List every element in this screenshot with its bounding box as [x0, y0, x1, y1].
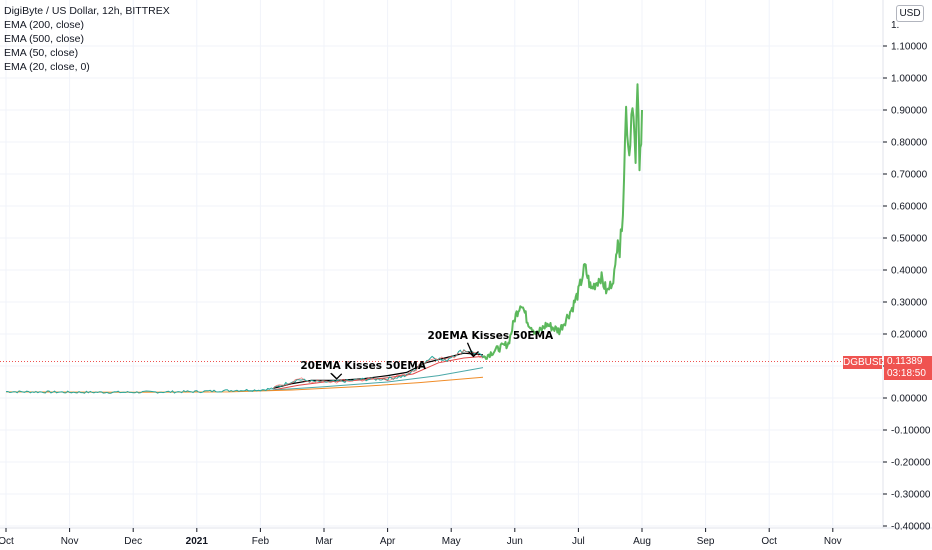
time-axis[interactable]: Oct Nov Dec 2021 Feb Mar Apr May Jun Jul Aug Sep Oct… — [0, 528, 842, 547]
candle-countdown: 03:18:50 — [887, 367, 926, 379]
price-tick-label: 1.10000 — [891, 42, 928, 53]
time-tick-label: Sep — [697, 536, 715, 547]
price-tick-label: 0.20000 — [891, 330, 928, 341]
price-tick-label: 0.00000 — [891, 394, 928, 405]
grid-lines — [0, 0, 883, 528]
time-tick-label: Apr — [380, 536, 396, 547]
price-tick-label: 1.00000 — [891, 74, 928, 85]
historical-price-down-line — [272, 349, 484, 390]
price-tick-label: 0.80000 — [891, 138, 928, 149]
price-tick-label: -0.40000 — [891, 522, 931, 533]
ema-500-line — [5, 376, 484, 393]
projected-price-series — [482, 83, 643, 360]
price-axis[interactable]: 1.10000 1.00000 0.90000 0.80000 0.70000 0.600… — [883, 20, 931, 533]
price-tick-label: -0.10000 — [891, 426, 931, 437]
ema-lines — [5, 352, 484, 393]
indicator-ema-500[interactable]: EMA (500, close) — [4, 33, 84, 45]
annotation-arrowhead-2 — [468, 350, 479, 358]
symbol-price-tag: DGBUSD — [843, 355, 886, 369]
time-tick-label: Oct — [761, 536, 777, 547]
annotation-arrow-2 — [466, 342, 475, 357]
symbol-title[interactable]: DigiByte / US Dollar, 12h, BITTREX — [4, 5, 170, 17]
price-tick-label: -0.20000 — [891, 458, 931, 469]
projected-price-line — [482, 83, 643, 360]
current-price-value: 0.11389 — [887, 355, 923, 367]
annotation-label-1: 20EMA Kisses 50EMA — [300, 360, 427, 372]
time-tick-label: Jun — [507, 536, 523, 547]
price-tick-label: 0.60000 — [891, 202, 928, 213]
indicator-ema-200[interactable]: EMA (200, close) — [4, 19, 84, 31]
indicator-ema-50[interactable]: EMA (50, close) — [4, 47, 79, 59]
ema-200-line — [241, 367, 484, 392]
time-tick-label: May — [442, 536, 461, 547]
indicator-ema-20[interactable]: EMA (20, close, 0) — [4, 61, 90, 73]
currency-button[interactable]: USD — [896, 5, 924, 22]
time-tick-label: Oct — [0, 536, 14, 547]
symbol-tag-text: DGBUSD — [843, 356, 886, 368]
price-tick-label: -0.30000 — [891, 490, 931, 501]
time-tick-label: Mar — [315, 536, 333, 547]
time-tick-label: 2021 — [186, 536, 209, 547]
price-tick-label: 0.50000 — [891, 234, 928, 245]
time-tick-label: Aug — [633, 536, 651, 547]
time-tick-label: Nov — [824, 536, 842, 547]
annotation-arrowhead-1 — [331, 373, 343, 380]
price-tick-label: 0.90000 — [891, 106, 928, 117]
historical-price-line — [5, 348, 484, 394]
time-tick-label: Nov — [61, 536, 79, 547]
time-tick-label: Jul — [572, 536, 585, 547]
current-price-tag: 0.11389 03:18:50 — [884, 355, 932, 380]
annotation-label-2: 20EMA Kisses 50EMA — [428, 330, 555, 342]
ema-50-line — [273, 355, 484, 391]
price-tick-label: 0.30000 — [891, 298, 928, 309]
time-tick-label: Dec — [124, 536, 142, 547]
price-tick-label: 0.70000 — [891, 170, 928, 181]
price-tick-label-top: 1. — [891, 20, 899, 31]
time-tick-label: Feb — [252, 536, 270, 547]
price-tick-label: 0.40000 — [891, 266, 928, 277]
chart-legend: DigiByte / US Dollar, 12h, BITTREX EMA (… — [4, 4, 170, 74]
historical-price-series — [5, 348, 484, 394]
chart-annotations: 20EMA Kisses 50EMA 20EMA Kisses 50EMA — [300, 330, 555, 380]
